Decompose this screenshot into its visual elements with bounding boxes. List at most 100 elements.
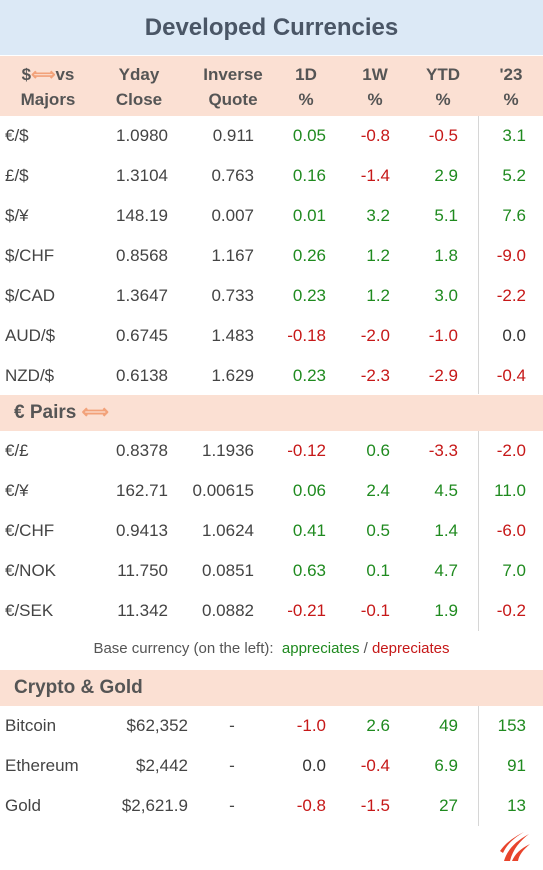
cell-y23: -2.2 (496, 286, 526, 305)
cell-d1: 0.01 (292, 206, 326, 225)
cell-close: 11.342 (117, 601, 168, 620)
cell-w1: -2.0 (360, 326, 390, 345)
cell-ytd: 27 (439, 796, 458, 815)
cell-y23: -0.4 (496, 366, 526, 385)
cell-d1: 0.63 (292, 561, 326, 580)
cell-d1: -0.18 (287, 326, 326, 345)
cell-w1: 2.6 (366, 716, 390, 735)
table-row: £/$ 1.3104 0.763 0.16 -1.4 2.9 5.2 (0, 156, 543, 196)
cell-close: $2,621.9 (121, 796, 188, 815)
table-row: $/¥ 148.19 0.007 0.01 3.2 5.1 7.6 (0, 196, 543, 236)
page-title: Developed Currencies (144, 13, 399, 41)
cell-close: 11.750 (117, 561, 168, 580)
cell-w1: 3.2 (366, 206, 390, 225)
table-row: Bitcoin $62,352 - -1.0 2.6 49 153 (0, 706, 543, 746)
cell-d1: 0.23 (292, 366, 326, 385)
cell-ytd: 6.9 (434, 756, 458, 775)
cell-y23: 3.1 (502, 126, 526, 145)
cell-y23: 7.6 (502, 206, 526, 225)
cell-close: 1.3647 (116, 286, 168, 305)
table-header: $⟺vs Majors Yday Close Inverse Quote 1D% 1… (0, 56, 543, 116)
cell-y23: 0.0 (502, 326, 526, 345)
header-yday-close: Yday Close (115, 65, 163, 109)
flame-logo (500, 832, 530, 861)
cell-ytd: -3.3 (428, 441, 458, 460)
cell-d1: 0.0 (302, 756, 326, 775)
cell-inverse: 0.763 (211, 166, 254, 185)
cell-ytd: 3.0 (434, 286, 458, 305)
cell-ytd: 1.9 (434, 601, 458, 620)
cell-close: 0.6138 (116, 366, 168, 385)
euro-section-header: € Pairs ⟺ (0, 395, 543, 431)
cell-w1: -2.3 (360, 366, 390, 385)
cell-close: 0.6745 (116, 326, 168, 345)
cell-close: 162.71 (116, 481, 168, 500)
cell-name: €/CHF (5, 521, 55, 540)
cell-ytd: 5.1 (434, 206, 458, 225)
title-bar: Developed Currencies (0, 0, 543, 55)
cell-close: 0.8568 (116, 246, 168, 265)
cell-w1: 2.4 (366, 481, 390, 500)
cell-ytd: -2.9 (428, 366, 458, 385)
cell-d1: 0.23 (292, 286, 326, 305)
header-1w: 1W% (362, 65, 388, 109)
cell-d1: 0.26 (292, 246, 326, 265)
header-inverse-quote: Inverse Quote (203, 65, 263, 109)
cell-name: €/$ (5, 126, 29, 145)
cell-close: 1.0980 (116, 126, 168, 145)
cell-inverse: 0.007 (211, 206, 254, 225)
cell-w1: -0.1 (360, 601, 390, 620)
cell-ytd: 1.8 (434, 246, 458, 265)
cell-inverse: 0.733 (211, 286, 254, 305)
cell-ytd: -1.0 (428, 326, 458, 345)
cell-inverse: 1.167 (211, 246, 254, 265)
cell-close: 148.19 (116, 206, 168, 225)
cell-d1: 0.41 (292, 521, 326, 540)
cell-y23: -0.2 (496, 601, 526, 620)
table-row: €/£ 0.8378 1.1936 -0.12 0.6 -3.3 -2.0 (0, 431, 543, 471)
table-row: €/CHF 0.9413 1.0624 0.41 0.5 1.4 -6.0 (0, 511, 543, 551)
cell-name: £/$ (5, 166, 29, 185)
table-row: €/$ 1.0980 0.911 0.05 -0.8 -0.5 3.1 (0, 116, 543, 156)
cell-w1: 0.6 (366, 441, 390, 460)
cell-d1: -1.0 (296, 716, 326, 735)
cell-name: Gold (5, 796, 41, 815)
table-row: AUD/$ 0.6745 1.483 -0.18 -2.0 -1.0 0.0 (0, 316, 543, 356)
double-arrow-icon: ⟺ (31, 65, 56, 84)
cell-y23: 153 (497, 716, 526, 735)
table-row: $/CAD 1.3647 0.733 0.23 1.2 3.0 -2.2 (0, 276, 543, 316)
cell-d1: 0.05 (292, 126, 326, 145)
cell-ytd: 4.7 (434, 561, 458, 580)
header-ytd: YTD% (426, 65, 460, 109)
cell-inverse: - (229, 756, 235, 775)
cell-y23: 91 (507, 756, 526, 775)
double-arrow-icon: ⟺ (81, 402, 109, 423)
cell-name: AUD/$ (5, 326, 56, 345)
legend-note: Base currency (on the left): appreciates… (93, 640, 450, 657)
cell-ytd: 49 (439, 716, 458, 735)
header-2023: '23% (499, 65, 523, 109)
cell-w1: 0.5 (366, 521, 390, 540)
cell-name: Ethereum (5, 756, 79, 775)
cell-inverse: 1.0624 (202, 521, 254, 540)
crypto-section-header: Crypto & Gold (0, 670, 543, 706)
cell-name: $/CHF (5, 246, 55, 265)
header-pair: $⟺vs Majors (8, 62, 88, 112)
cell-d1: 0.06 (292, 481, 326, 500)
cell-y23: 13 (507, 796, 526, 815)
cell-d1: -0.12 (287, 441, 326, 460)
cell-inverse: - (229, 716, 235, 735)
cell-close: 0.9413 (116, 521, 168, 540)
cell-name: $/¥ (5, 206, 29, 225)
table-row: $/CHF 0.8568 1.167 0.26 1.2 1.8 -9.0 (0, 236, 543, 276)
cell-name: Bitcoin (5, 716, 57, 735)
cell-inverse: 0.00615 (192, 481, 254, 500)
cell-y23: -2.0 (496, 441, 526, 460)
cell-name: €/£ (5, 441, 29, 460)
cell-y23: 7.0 (502, 561, 526, 580)
cell-name: NZD/$ (5, 366, 55, 385)
cell-w1: -0.8 (360, 126, 390, 145)
cell-ytd: 4.5 (434, 481, 458, 500)
cell-close: 0.8378 (116, 441, 168, 460)
cell-inverse: - (229, 796, 235, 815)
